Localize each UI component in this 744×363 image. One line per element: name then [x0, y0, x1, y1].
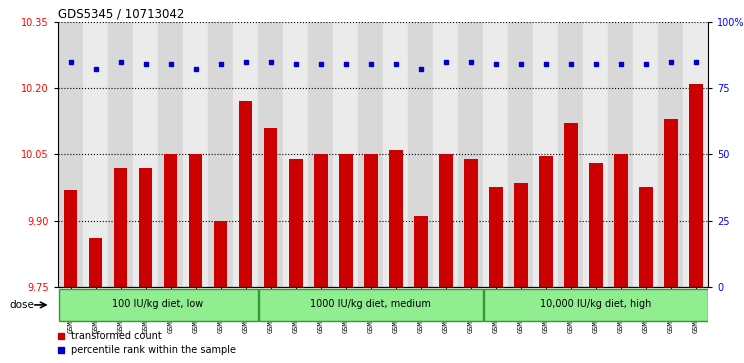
- Bar: [189, 154, 202, 287]
- Bar: [458, 22, 483, 287]
- Bar: [89, 238, 103, 287]
- Bar: [589, 163, 603, 287]
- Text: 1000 IU/kg diet, medium: 1000 IU/kg diet, medium: [310, 299, 431, 309]
- Bar: [689, 83, 702, 287]
- Bar: [639, 187, 652, 287]
- Bar: [664, 119, 678, 287]
- Bar: [339, 154, 353, 287]
- Bar: [658, 22, 683, 287]
- Bar: [83, 22, 108, 287]
- Bar: [533, 22, 558, 287]
- Text: GDS5345 / 10713042: GDS5345 / 10713042: [58, 8, 185, 21]
- Bar: [233, 22, 258, 287]
- Bar: [609, 22, 633, 287]
- Bar: [364, 154, 377, 287]
- Bar: [514, 183, 527, 287]
- Text: transformed count: transformed count: [71, 331, 161, 341]
- Bar: [483, 22, 508, 287]
- Bar: [239, 101, 252, 287]
- Bar: [164, 154, 178, 287]
- Bar: [464, 159, 478, 287]
- Bar: [539, 156, 553, 287]
- Bar: [633, 22, 658, 287]
- Bar: [484, 289, 708, 321]
- Bar: [433, 22, 458, 287]
- Bar: [583, 22, 609, 287]
- Bar: [214, 221, 228, 287]
- Bar: [408, 22, 433, 287]
- Bar: [489, 187, 503, 287]
- Bar: [614, 154, 628, 287]
- Text: 100 IU/kg diet, low: 100 IU/kg diet, low: [112, 299, 204, 309]
- Bar: [333, 22, 358, 287]
- Bar: [208, 22, 233, 287]
- Bar: [133, 22, 158, 287]
- Bar: [683, 22, 708, 287]
- Bar: [308, 22, 333, 287]
- Bar: [64, 189, 77, 287]
- Bar: [263, 128, 278, 287]
- Bar: [508, 22, 533, 287]
- Text: 10,000 IU/kg diet, high: 10,000 IU/kg diet, high: [540, 299, 652, 309]
- Text: dose: dose: [10, 300, 34, 310]
- Bar: [564, 123, 577, 287]
- Bar: [383, 22, 408, 287]
- Bar: [289, 159, 303, 287]
- Bar: [259, 289, 483, 321]
- Bar: [414, 216, 428, 287]
- Bar: [389, 150, 403, 287]
- Bar: [58, 22, 83, 287]
- Bar: [59, 289, 257, 321]
- Bar: [258, 22, 283, 287]
- Bar: [183, 22, 208, 287]
- Bar: [558, 22, 583, 287]
- Bar: [439, 154, 452, 287]
- Bar: [358, 22, 383, 287]
- Text: percentile rank within the sample: percentile rank within the sample: [71, 345, 236, 355]
- Bar: [314, 154, 327, 287]
- Bar: [114, 168, 127, 287]
- Bar: [108, 22, 133, 287]
- Bar: [158, 22, 183, 287]
- Bar: [138, 168, 153, 287]
- Bar: [283, 22, 308, 287]
